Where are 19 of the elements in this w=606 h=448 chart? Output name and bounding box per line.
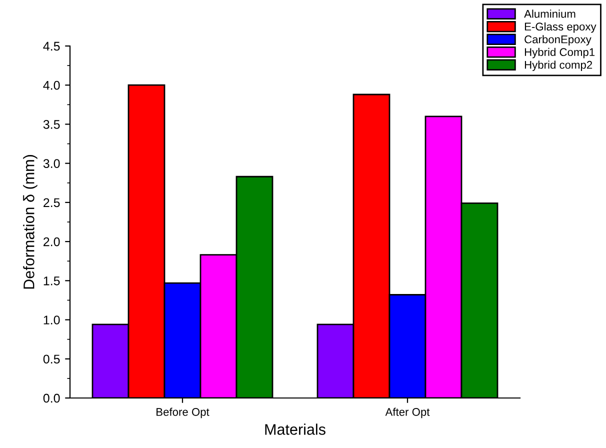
y-axis-title: Deformation δ (mm) (23, 155, 38, 289)
x-axis-title: Materials (265, 424, 326, 435)
y-tick-label: 3.5 (43, 120, 60, 129)
y-tick-label: 0.5 (43, 354, 60, 364)
x-tick-label: Before Opt (156, 408, 210, 418)
legend-label: E-Glass epoxy (524, 22, 596, 33)
legend-label: CarbonEpoxy (524, 35, 592, 46)
legend-label: Hybrid Comp1 (524, 48, 595, 58)
legend-label: Hybrid comp2 (524, 60, 592, 71)
legend-label: Aluminium (524, 10, 576, 18)
y-tick-label: 4.5 (43, 42, 60, 51)
y-tick-label: 1.0 (44, 316, 60, 324)
y-tick-label: 3.0 (43, 159, 60, 168)
y-tick-label: 2.5 (44, 198, 60, 208)
x-tick-label: After Opt (385, 408, 430, 418)
y-tick-label: 0.0 (43, 394, 60, 403)
y-tick-label: 1.5 (44, 276, 60, 286)
y-tick-label: 2.0 (44, 237, 60, 246)
y-tick-label: 4.0 (43, 80, 60, 90)
